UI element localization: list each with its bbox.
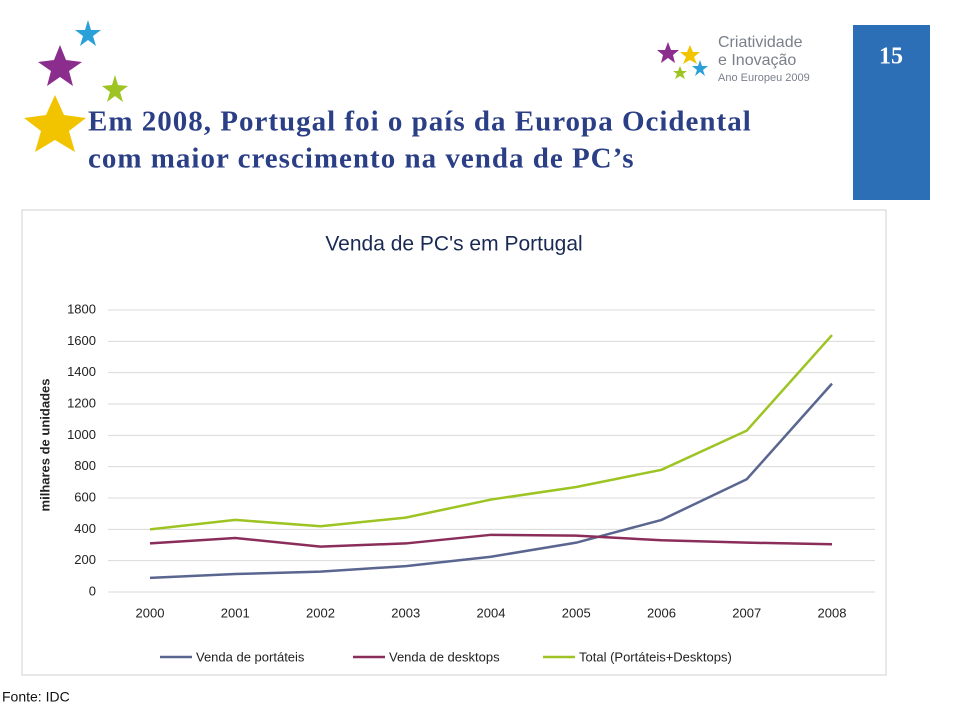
slide-title: com maior crescimento na venda de PC’s [88, 143, 635, 175]
plot: 0 200 400 600 800 1000 1200 1400 1600 1800 2000 200… [67, 301, 875, 664]
y-tick-label: 1200 [67, 395, 96, 410]
page-tab [853, 25, 930, 200]
x-tick-label: 2005 [562, 605, 591, 620]
chart-title: Venda de PC's em Portugal [325, 233, 582, 256]
y-tick-label: 1800 [67, 301, 96, 316]
chart-frame [21, 209, 887, 676]
series-line [149, 533, 833, 548]
y-tick-label: 800 [74, 458, 96, 473]
legend-label: Venda de desktops [389, 649, 500, 664]
y-tick-label: 200 [74, 552, 96, 567]
x-tick-label: 2001 [221, 605, 250, 620]
x-tick-label: 2000 [136, 605, 165, 620]
y-tick-label: 1600 [67, 333, 96, 348]
x-tick-label: 2007 [732, 605, 761, 620]
y-tick-label: 1400 [67, 364, 96, 379]
x-tick-label: 2006 [647, 605, 676, 620]
y-axis-label: milhares de unidades [37, 379, 52, 512]
logo-text: e Inovação [718, 52, 796, 69]
source: Fonte: IDC [2, 689, 70, 705]
legend-label: Total (Portáteis+Desktops) [579, 649, 732, 664]
page-number: 15 [879, 44, 903, 70]
y-tick-label: 600 [74, 489, 96, 504]
decoration-stars [24, 20, 708, 152]
x-tick-label: 2004 [477, 605, 506, 620]
series-line [149, 334, 833, 531]
series-line [149, 382, 833, 580]
logo-text: Criatividade [718, 34, 803, 51]
y-tick-label: 0 [89, 583, 96, 598]
y-tick-label: 1000 [67, 427, 96, 442]
legend-label: Venda de portáteis [196, 649, 305, 664]
x-tick-label: 2008 [818, 605, 847, 620]
logo-text: Ano Europeu 2009 [718, 72, 810, 84]
x-tick-label: 2002 [306, 605, 335, 620]
y-tick-label: 400 [74, 521, 96, 536]
slide-title: Em 2008, Portugal foi o país da Europa O… [88, 106, 752, 138]
x-tick-label: 2003 [391, 605, 420, 620]
